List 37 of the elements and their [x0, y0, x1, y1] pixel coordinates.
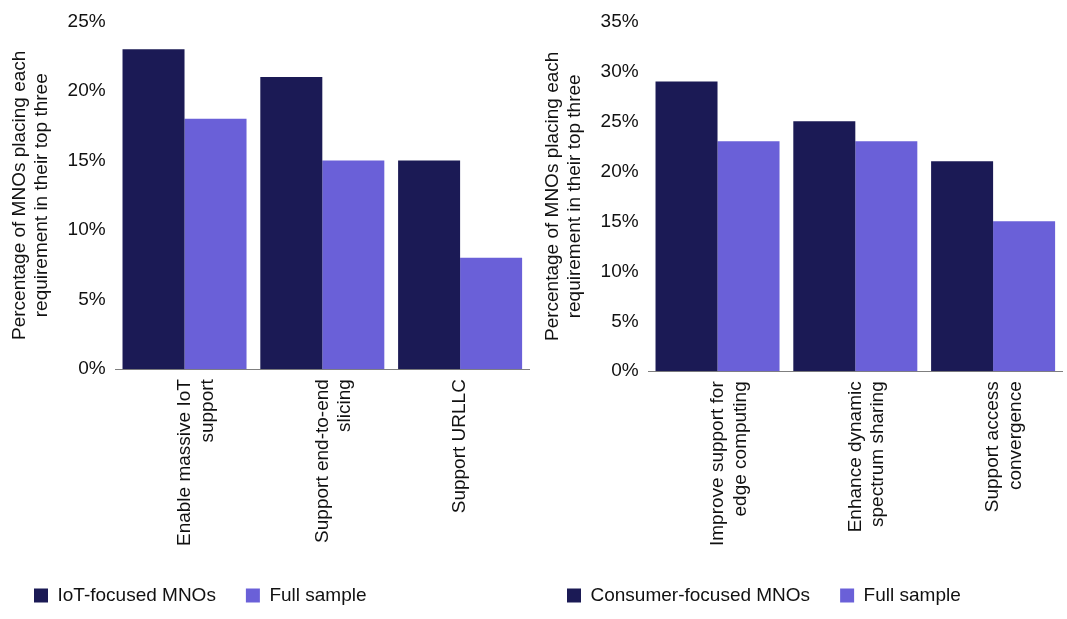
y-tick-label: 0%	[611, 359, 639, 381]
y-tick-label: 15%	[67, 148, 106, 170]
y-tick-label: 5%	[611, 309, 639, 331]
y-axis-title: Percentage of MNOs placing each requirement in their top three	[7, 50, 52, 340]
bar	[793, 121, 856, 372]
y-tick-label: 25%	[67, 9, 106, 31]
y-tick-label: 25%	[600, 109, 639, 131]
y-tick-label: 0%	[78, 357, 106, 379]
bar	[655, 81, 718, 372]
legend-label: Full sample	[863, 583, 961, 605]
bar	[322, 160, 385, 370]
bar	[931, 161, 994, 372]
bar	[460, 257, 523, 370]
y-tick-label: 20%	[67, 79, 106, 101]
x-tick-label: Enable massive IoT support	[172, 378, 217, 547]
y-tick-label: 20%	[600, 159, 639, 181]
y-tick-label: 35%	[600, 9, 639, 31]
bar	[717, 141, 780, 372]
bar	[122, 49, 185, 370]
y-tick-label: 5%	[78, 287, 106, 309]
bar	[184, 118, 247, 370]
bar	[993, 221, 1056, 372]
x-tick-label: Support access convergence	[981, 381, 1026, 513]
bar	[398, 160, 461, 370]
y-axis-title: Percentage of MNOs placing each requirement in their top three	[540, 51, 585, 342]
y-tick-label: 30%	[600, 59, 639, 81]
y-tick-label: 10%	[600, 259, 639, 281]
x-tick-label: Support URLLC	[448, 379, 470, 514]
legend-label: Full sample	[269, 583, 367, 605]
y-tick-label: 10%	[67, 218, 106, 240]
legend-label: IoT-focused MNOs	[57, 583, 216, 605]
x-tick-label: Improve support for edge computing	[705, 380, 750, 547]
x-tick-label: Support end-to-end slicing	[310, 379, 355, 543]
bar	[855, 141, 918, 372]
y-tick-label: 15%	[600, 209, 639, 231]
bar	[260, 77, 323, 370]
legend-label: Consumer-focused MNOs	[590, 583, 811, 605]
